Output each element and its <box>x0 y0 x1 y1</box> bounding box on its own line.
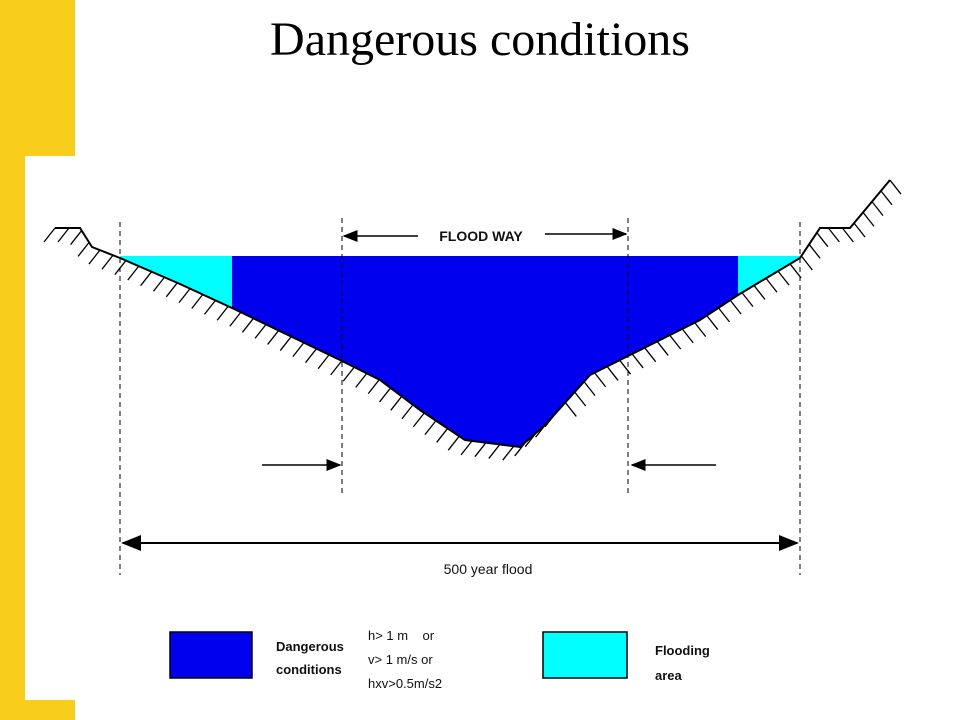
hatch <box>401 404 414 420</box>
hatch <box>514 441 527 457</box>
hatch <box>619 359 632 375</box>
dangerous-zone <box>232 256 738 447</box>
hatch <box>871 201 884 216</box>
hatch <box>594 372 607 388</box>
hatch <box>777 270 790 286</box>
hatch <box>574 391 587 407</box>
hatch <box>342 366 355 382</box>
legend-label: area <box>655 668 683 683</box>
hatch <box>789 263 802 279</box>
hatch <box>535 422 548 438</box>
hatch <box>717 307 730 323</box>
hatch <box>502 445 515 461</box>
hatch <box>152 276 165 292</box>
hatch <box>191 294 204 309</box>
legend-swatch <box>542 631 628 679</box>
hatch <box>753 285 766 300</box>
legend-criteria: hxv>0.5m/s2 <box>368 676 442 691</box>
legend-swatch <box>169 631 253 679</box>
hatch <box>43 227 56 243</box>
hatch <box>841 227 854 243</box>
legend-label: Dangerous <box>276 639 344 654</box>
legend-criteria: h> 1 m or <box>368 628 435 643</box>
slide-title: Dangerous conditions <box>270 13 690 66</box>
hatch <box>827 227 840 243</box>
hatch <box>229 311 242 327</box>
hatch <box>606 366 619 381</box>
hatch <box>583 381 596 397</box>
extent-label: 500 year flood <box>444 561 533 577</box>
hatch <box>317 354 330 370</box>
hatch <box>460 440 473 456</box>
hatch <box>70 230 83 245</box>
hatch <box>101 254 114 270</box>
hatch <box>694 322 707 338</box>
hatch <box>355 372 368 388</box>
hatch <box>808 243 821 259</box>
hatch <box>304 348 318 364</box>
hatch <box>889 179 902 195</box>
hatch <box>474 442 487 458</box>
hatch <box>631 353 644 369</box>
hatch <box>203 299 216 315</box>
limit-lines <box>119 218 801 575</box>
legend-label: Flooding <box>655 643 710 658</box>
hatch <box>800 255 813 271</box>
hatch <box>862 211 875 227</box>
hatch <box>644 347 657 363</box>
terrain <box>55 179 891 449</box>
hatch <box>765 277 778 293</box>
hatch <box>524 432 537 448</box>
hatch <box>741 292 754 308</box>
hatch <box>488 444 501 459</box>
legend-criteria: v> 1 m/s or <box>368 652 433 667</box>
hatch <box>279 336 292 351</box>
hatching <box>43 179 902 461</box>
floodway-label: FLOOD WAY <box>439 228 523 244</box>
hatch <box>267 330 280 345</box>
hatch <box>330 360 343 376</box>
hatch <box>424 420 437 436</box>
hatch <box>564 402 577 417</box>
legend-label: conditions <box>276 662 342 677</box>
hatch <box>254 323 267 339</box>
hatch <box>447 435 460 451</box>
hatch <box>816 232 829 248</box>
hatch <box>880 190 893 206</box>
hatch <box>367 379 380 395</box>
hatch <box>390 395 403 411</box>
hatch <box>77 241 90 257</box>
hatch <box>729 299 742 315</box>
hatch <box>656 341 669 356</box>
hatch <box>436 428 449 443</box>
hatch <box>216 305 229 321</box>
hatch <box>412 412 425 428</box>
hatch <box>706 315 719 330</box>
hatch <box>88 249 101 265</box>
hatch <box>544 412 557 428</box>
hatch <box>140 271 153 287</box>
hatch <box>379 387 392 403</box>
hatch <box>178 288 191 304</box>
hatch <box>681 328 694 344</box>
hatch <box>57 227 70 243</box>
hatch <box>241 317 254 333</box>
hatch <box>669 334 682 350</box>
hatch <box>127 265 140 281</box>
hatch <box>853 222 866 238</box>
hatch <box>165 282 178 298</box>
hatch <box>292 342 305 358</box>
